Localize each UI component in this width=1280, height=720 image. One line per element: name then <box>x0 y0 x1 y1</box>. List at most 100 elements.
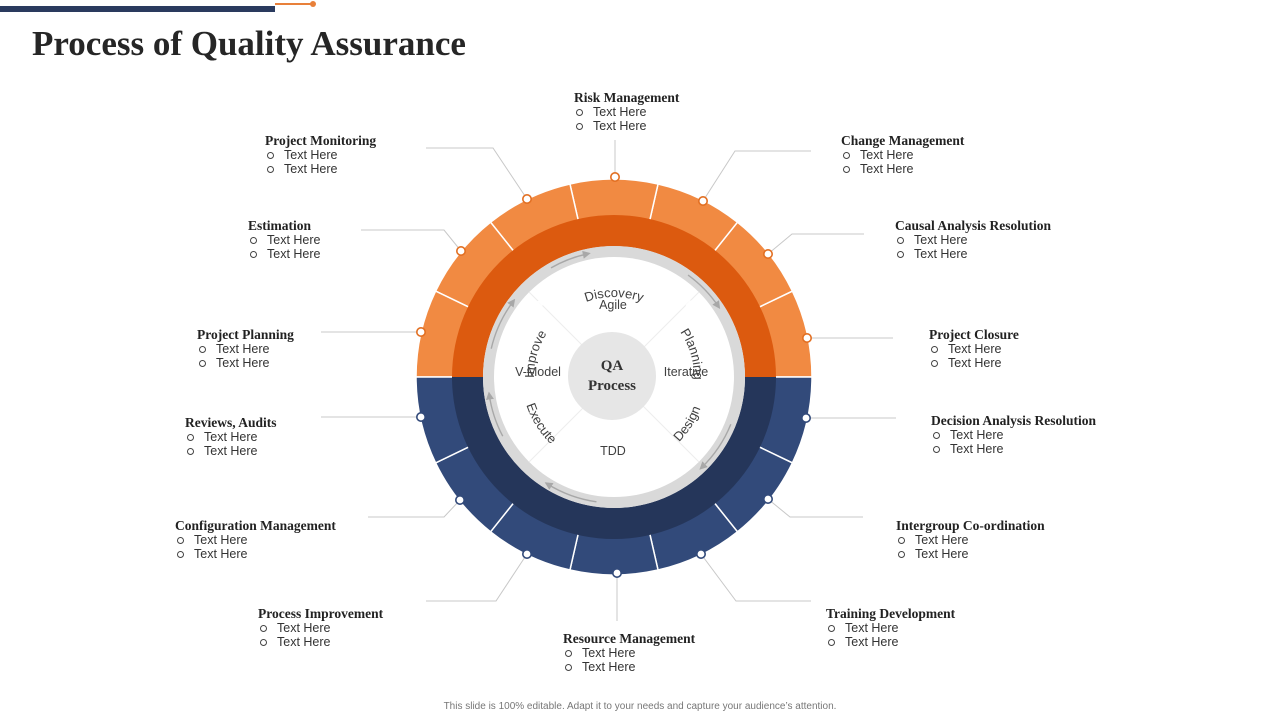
item-title: Risk Management <box>574 90 680 105</box>
item-bullet-text: Text Here <box>267 247 321 261</box>
item-bullet: Text Here <box>895 247 1051 261</box>
item-bullet: Text Here <box>826 621 955 635</box>
item-block: Decision Analysis Resolution Text Here Tex… <box>931 413 1096 456</box>
item-bullet-text: Text Here <box>277 621 331 635</box>
bullet-circle-icon <box>828 624 835 632</box>
bullet-circle-icon <box>260 638 267 646</box>
item-block: Reviews, Audits Text Here Text Here <box>185 415 277 458</box>
cycle-arrow-2 <box>687 274 721 310</box>
slide-title: Process of Quality Assurance <box>32 24 466 63</box>
item-block: Estimation Text Here Text Here <box>248 218 321 261</box>
item-block: Project Closure Text Here Text Here <box>929 327 1019 370</box>
item-title: Causal Analysis Resolution <box>895 218 1052 233</box>
connector-dot <box>801 332 812 343</box>
bullet-circle-icon <box>199 359 206 367</box>
item-bullet-text: Text Here <box>915 533 969 547</box>
item-bullet: Text Here <box>197 342 294 356</box>
bullet-circle-icon <box>267 151 274 159</box>
item-block: Project Planning Text Here Text Here <box>197 327 294 370</box>
bullet-circle-icon <box>933 445 940 453</box>
item-bullet-text: Text Here <box>593 119 647 133</box>
item-bullet: Text Here <box>248 233 321 247</box>
item-bullet-text: Text Here <box>593 105 647 119</box>
connector-line <box>767 498 863 518</box>
bullet-circle-icon <box>565 663 572 671</box>
item-title: Training Development <box>826 606 956 621</box>
item-block: Configuration Management Text Here Text He… <box>175 518 336 561</box>
bullet-circle-icon <box>565 649 572 657</box>
item-block: Causal Analysis Resolution Text Here Text … <box>895 218 1051 261</box>
bullet-circle-icon <box>267 165 274 173</box>
item-title: Change Management <box>841 133 965 148</box>
top-accent-line <box>275 3 313 5</box>
connector-dot <box>609 172 620 183</box>
connector-dot <box>611 567 622 578</box>
connector-dot <box>415 326 426 337</box>
item-bullet: Text Here <box>826 635 955 649</box>
item-bullet: Text Here <box>248 247 321 261</box>
item-bullet-text: Text Here <box>845 635 899 649</box>
connector-dot <box>521 548 532 559</box>
bullet-circle-icon <box>187 447 194 455</box>
item-bullet: Text Here <box>574 105 679 119</box>
bullet-circle-icon <box>177 536 184 544</box>
item-block: Intergroup Co-ordination Text Here Text He… <box>896 518 1045 561</box>
center-label: QA Process <box>562 356 662 396</box>
bullet-circle-icon <box>898 550 905 558</box>
bullet-circle-icon <box>843 151 850 159</box>
item-bullet: Text Here <box>265 162 376 176</box>
bullet-circle-icon <box>250 236 257 244</box>
item-bullet-text: Text Here <box>216 356 270 370</box>
top-accent-bar <box>0 6 275 12</box>
item-block: Project Monitoring Text Here Text Here <box>265 133 376 176</box>
item-bullet-text: Text Here <box>204 444 258 458</box>
bullet-circle-icon <box>933 431 940 439</box>
connector-dots <box>415 172 812 578</box>
cycle-arrows <box>485 250 732 503</box>
bullet-circle-icon <box>897 250 904 258</box>
item-bullet-text: Text Here <box>582 646 636 660</box>
item-bullet-text: Text Here <box>914 233 968 247</box>
item-title: Process Improvement <box>258 606 384 621</box>
item-bullet: Text Here <box>197 356 294 370</box>
top-accent-dot <box>310 1 316 7</box>
item-block: Change Management Text Here Text Here <box>841 133 964 176</box>
item-bullet: Text Here <box>896 533 1045 547</box>
item-bullet: Text Here <box>265 148 376 162</box>
item-bullet: Text Here <box>563 660 695 674</box>
cycle-arrow-1 <box>550 250 591 269</box>
item-bullet-text: Text Here <box>216 342 270 356</box>
item-bullet: Text Here <box>931 442 1096 456</box>
item-title: Estimation <box>248 218 312 233</box>
item-bullet-text: Text Here <box>948 342 1002 356</box>
item-bullet: Text Here <box>258 635 383 649</box>
item-title: Decision Analysis Resolution <box>931 413 1097 428</box>
item-bullet-text: Text Here <box>914 247 968 261</box>
cycle-arrow-6 <box>490 298 516 349</box>
bullet-circle-icon <box>843 165 850 173</box>
center-circle <box>568 332 656 420</box>
item-bullet-text: Text Here <box>582 660 636 674</box>
activity-ring <box>452 215 776 539</box>
bullet-circle-icon <box>187 433 194 441</box>
connector-line <box>361 229 462 252</box>
bullet-circle-icon <box>828 638 835 646</box>
connector-line <box>702 150 811 202</box>
bullet-circle-icon <box>897 236 904 244</box>
footer-note: This slide is 100% editable. Adapt it to… <box>443 701 837 712</box>
item-bullet: Text Here <box>175 547 336 561</box>
connector-dot <box>762 493 773 504</box>
item-bullet: Text Here <box>258 621 383 635</box>
item-bullet: Text Here <box>841 162 964 176</box>
item-bullet: Text Here <box>895 233 1051 247</box>
item-title: Resource Management <box>563 631 696 646</box>
method-tdd: TDD <box>600 444 626 458</box>
connector-dot <box>415 411 426 422</box>
bullet-circle-icon <box>260 624 267 632</box>
connector-dot <box>762 249 773 260</box>
connector-dot <box>454 494 465 505</box>
connector-line <box>426 553 528 602</box>
cycle-arrow-4 <box>544 482 597 503</box>
item-bullet: Text Here <box>175 533 336 547</box>
